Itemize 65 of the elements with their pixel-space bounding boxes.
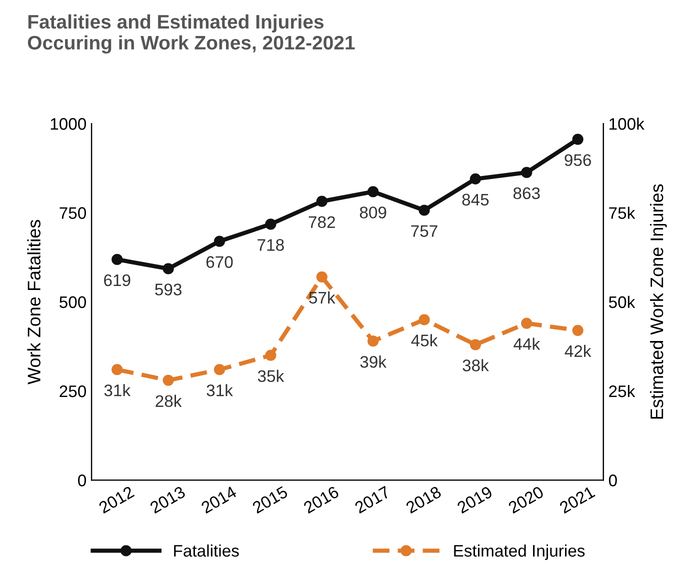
y2-axis-title: Estimated Work Zone Injuries: [650, 184, 667, 419]
y-tick-label: 1000: [50, 118, 86, 130]
point: [316, 271, 328, 282]
point: [368, 186, 379, 198]
data-label: 57k: [309, 291, 336, 304]
x-tick-label: 2018: [405, 486, 442, 514]
x-tick-label: 2017: [354, 486, 391, 514]
data-label: 39k: [360, 356, 387, 368]
point: [214, 236, 226, 247]
point: [265, 350, 276, 361]
point: [316, 196, 328, 207]
data-label: 718: [258, 239, 284, 251]
point: [265, 218, 276, 230]
data-label: 35k: [258, 370, 284, 382]
x-tick-label: 2021: [558, 486, 596, 514]
data-label: 619: [104, 274, 130, 286]
y2-tick-label: 50k: [608, 296, 636, 308]
data-label: 757: [411, 225, 438, 237]
point: [418, 204, 430, 216]
point: [572, 134, 584, 145]
point: [572, 324, 584, 336]
data-label: 809: [360, 206, 386, 218]
x-tick-label: 2020: [508, 486, 544, 514]
y2-tick-label: 75k: [609, 206, 636, 219]
point: [112, 364, 123, 376]
point: [112, 254, 123, 266]
data-label: 956: [564, 154, 591, 166]
x-tick-label: 2012: [98, 486, 135, 514]
point: [521, 166, 532, 178]
data-label: 670: [206, 256, 233, 268]
data-label: 42k: [564, 344, 592, 357]
y-tick-label: 0: [78, 474, 86, 486]
y-tick-label: 250: [60, 385, 86, 398]
y-axis-title: Work Zone Fatalities: [27, 220, 40, 384]
y2-tick-label: 0: [608, 474, 617, 486]
point: [470, 173, 482, 184]
data-label: 31k: [104, 384, 131, 396]
data-label: 31k: [206, 384, 233, 396]
y-tick-label: 750: [60, 207, 86, 219]
x-tick-label: 2013: [149, 486, 186, 514]
y2-tick-label: 100k: [610, 118, 644, 130]
point: [368, 336, 379, 347]
data-label: 45k: [411, 334, 438, 346]
data-label: 845: [462, 194, 489, 206]
point: [162, 374, 174, 386]
data-label: 863: [513, 187, 540, 200]
x-tick-label: 2019: [456, 486, 494, 514]
x-tick-label: 2016: [302, 486, 340, 514]
data-label: 28k: [156, 394, 182, 407]
data-label: 38k: [462, 359, 489, 372]
point: [418, 314, 430, 326]
x-tick-label: 2014: [200, 486, 238, 514]
data-label: 44k: [514, 338, 540, 350]
chart-title: Fatalities and Estimated Injuries Occuring in Work Zones, 2012-2021: [28, 14, 355, 54]
x-tick-label: 2015: [252, 486, 288, 514]
data-label: 593: [155, 284, 182, 296]
point: [214, 364, 226, 376]
legend-label: Estimated Injuries: [454, 544, 585, 560]
point: [162, 263, 174, 274]
y2-tick-label: 25k: [609, 384, 636, 398]
data-label: 782: [308, 216, 335, 228]
point: [470, 339, 482, 350]
y-tick-label: 500: [60, 296, 86, 308]
point: [521, 318, 532, 329]
legend-label: Fatalities: [174, 544, 239, 557]
